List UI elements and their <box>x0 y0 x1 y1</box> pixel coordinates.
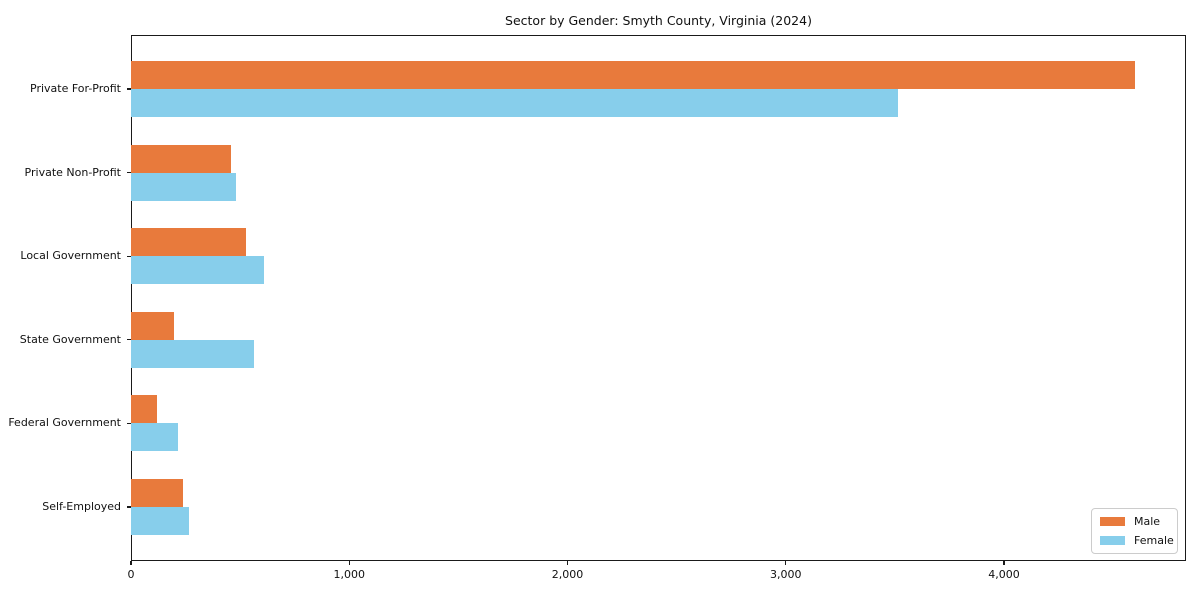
ytick-mark-federal-government <box>127 422 131 425</box>
bar-female-local-government <box>131 256 264 285</box>
legend-female-swatch <box>1100 536 1125 545</box>
bar-female-private-non-profit <box>131 172 236 201</box>
xtick-label-3,000: 3,000 <box>769 568 802 581</box>
chart-title: Sector by Gender: Smyth County, Virginia… <box>505 13 812 28</box>
bar-male-private-non-profit <box>131 144 231 173</box>
legend-male-label: Male <box>1134 515 1161 528</box>
legend-female-label: Female <box>1134 534 1174 547</box>
bar-female-federal-government <box>131 423 178 452</box>
xtick-label-2,000: 2,000 <box>551 568 584 581</box>
legend-male-swatch <box>1100 517 1125 526</box>
bar-male-state-government <box>131 311 174 340</box>
bar-female-self-employed <box>131 507 189 535</box>
xtick-mark-1,000 <box>348 561 350 565</box>
bar-female-private-for-profit <box>131 89 898 117</box>
ytick-label-local-government: Local Government <box>20 249 121 263</box>
ytick-mark-private-non-profit <box>127 171 131 174</box>
legend-row-female: Female <box>1100 534 1177 547</box>
bar-male-federal-government <box>131 395 157 424</box>
ytick-label-private-non-profit: Private Non-Profit <box>24 165 121 179</box>
xtick-label-0: 0 <box>127 568 135 581</box>
xtick-mark-0 <box>130 561 132 565</box>
ytick-mark-local-government <box>127 255 131 257</box>
xtick-label-1,000: 1,000 <box>333 568 365 581</box>
legend: Male Female <box>1091 508 1178 554</box>
xtick-mark-2,000 <box>566 561 569 565</box>
xtick-label-4,000: 4,000 <box>988 568 1020 581</box>
ytick-label-private-for-profit: Private For-Profit <box>30 82 121 95</box>
plot-area <box>131 35 1186 561</box>
bar-female-state-government <box>131 339 254 368</box>
ytick-label-federal-government: Federal Government <box>8 416 121 430</box>
legend-row-male: Male <box>1100 515 1177 528</box>
bar-male-self-employed <box>131 479 183 507</box>
ytick-label-self-employed: Self-Employed <box>42 500 121 513</box>
ytick-mark-self-employed <box>127 506 131 508</box>
xtick-mark-4,000 <box>1003 561 1005 565</box>
ytick-mark-private-for-profit <box>127 88 131 90</box>
bar-male-local-government <box>131 228 246 257</box>
ytick-mark-state-government <box>127 339 131 341</box>
xtick-mark-3,000 <box>785 561 787 565</box>
bar-male-private-for-profit <box>131 61 1135 89</box>
ytick-label-state-government: State Government <box>19 332 121 346</box>
